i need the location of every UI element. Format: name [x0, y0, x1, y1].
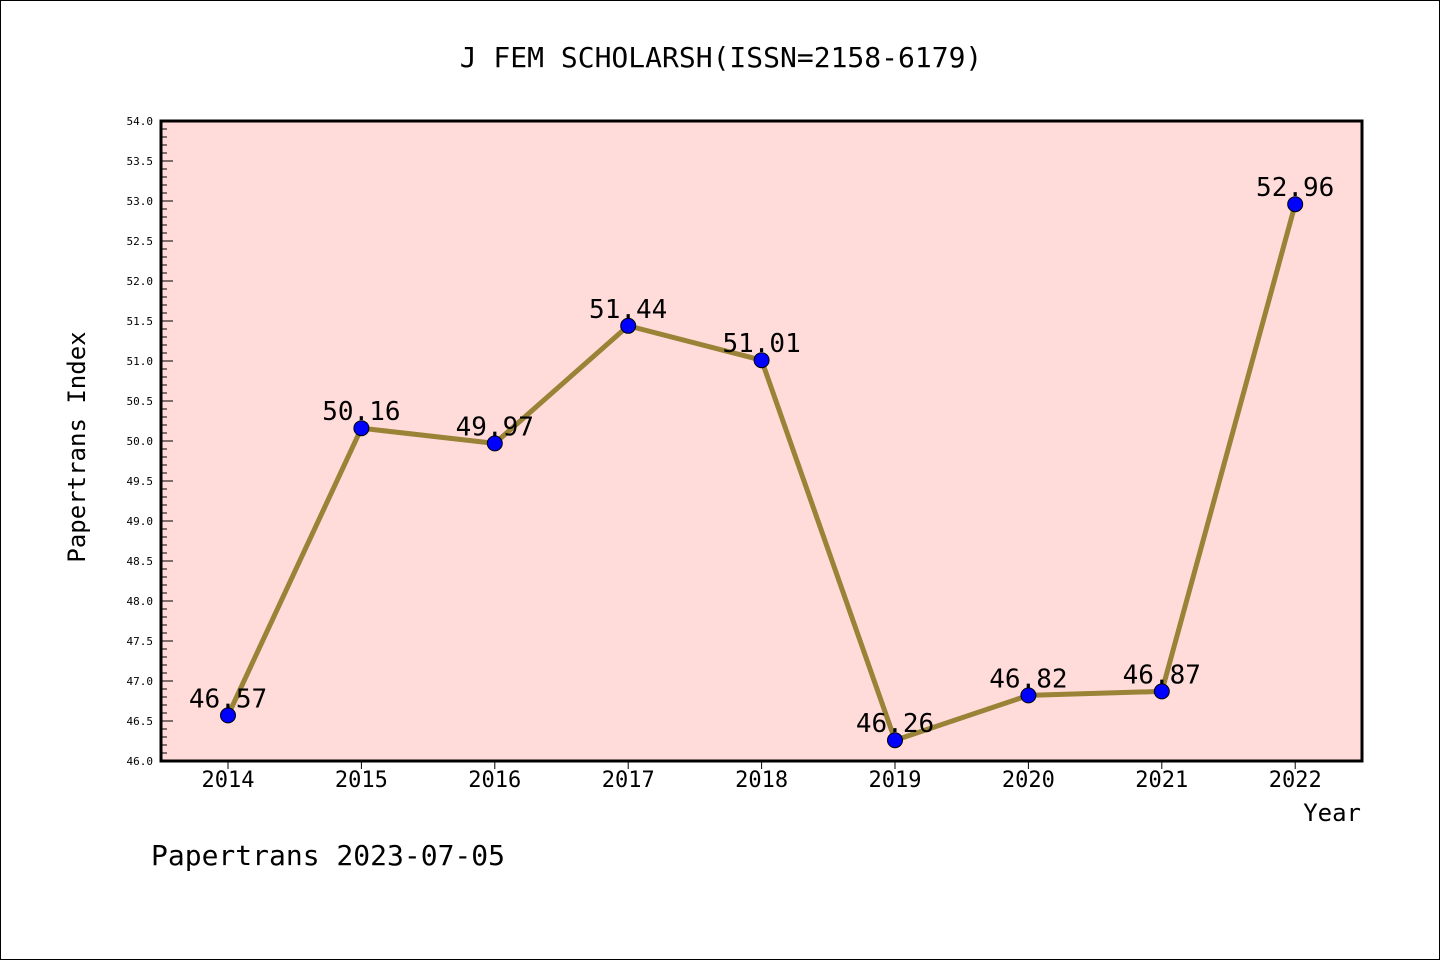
x-tick-label: 2019: [869, 768, 922, 793]
plot-border: [159, 119, 1364, 763]
x-tick-label: 2017: [602, 768, 655, 793]
footer-date: Papertrans 2023-07-05: [151, 839, 505, 872]
data-label: 49.97: [456, 412, 534, 442]
data-point: [353, 420, 370, 437]
y-tick-label: 47.5: [127, 635, 154, 648]
data-label: 46.87: [1123, 660, 1201, 690]
data-point: [486, 435, 503, 452]
y-axis-ticks: 46.0 46.5 47.0 47.5 48.0 48.5 49.0 49.5 50.0 50.5…: [127, 115, 173, 768]
y-tick-label: 47.0: [127, 675, 154, 688]
data-point: [753, 352, 770, 369]
data-label: 46.57: [189, 684, 267, 714]
y-tick-label: 50.0: [127, 435, 154, 448]
plot-area: [161, 121, 1362, 761]
y-tick-label: 49.5: [127, 475, 154, 488]
y-tick-label: 52.5: [127, 235, 154, 248]
data-label: 46.26: [856, 709, 934, 739]
y-tick-label: 48.5: [127, 555, 154, 568]
data-label: 51.44: [589, 295, 667, 325]
x-axis-ticks: 2014 2015 2016 2017 2018 2019 2020 2021 2022: [202, 761, 1322, 793]
chart-title: J FEM SCHOLARSH(ISSN=2158-6179): [460, 41, 983, 74]
x-axis-label: Year: [1303, 799, 1361, 827]
x-tick-label: 2018: [735, 768, 788, 793]
data-label: 46.82: [989, 664, 1067, 694]
y-tick-label: 51.0: [127, 355, 154, 368]
y-tick-label: 54.0: [127, 115, 154, 128]
y-tick-label: 52.0: [127, 275, 154, 288]
data-point: [1153, 683, 1170, 700]
x-tick-label: 2022: [1269, 768, 1322, 793]
data-point: [220, 707, 236, 724]
data-label: 52.96: [1256, 173, 1334, 203]
data-point: [1287, 196, 1304, 213]
data-point: [620, 317, 637, 334]
y-tick-label: 49.0: [127, 515, 154, 528]
y-tick-label: 46.5: [127, 715, 154, 728]
y-tick-label: 50.5: [127, 395, 154, 408]
y-tick-label: 51.5: [127, 315, 154, 328]
data-label: 51.01: [722, 329, 800, 359]
y-tick-label: 53.5: [127, 155, 154, 168]
data-markers: [220, 196, 1304, 749]
y-tick-label: 53.0: [127, 195, 154, 208]
data-point: [887, 732, 903, 749]
data-labels: 46.57 50.16 49.97 51.44 51.01 46.26 46.82 46.87…: [189, 173, 1334, 739]
data-label: 50.16: [322, 397, 400, 427]
data-point: [1020, 687, 1037, 704]
x-tick-label: 2015: [335, 768, 388, 793]
x-tick-label: 2021: [1135, 768, 1188, 793]
x-tick-label: 2014: [202, 768, 255, 793]
y-tick-label: 48.0: [127, 595, 154, 608]
x-tick-label: 2020: [1002, 768, 1055, 793]
x-tick-label: 2016: [468, 768, 521, 793]
y-axis-label: Papertrans Index: [63, 331, 91, 562]
y-tick-label: 46.0: [127, 755, 154, 768]
